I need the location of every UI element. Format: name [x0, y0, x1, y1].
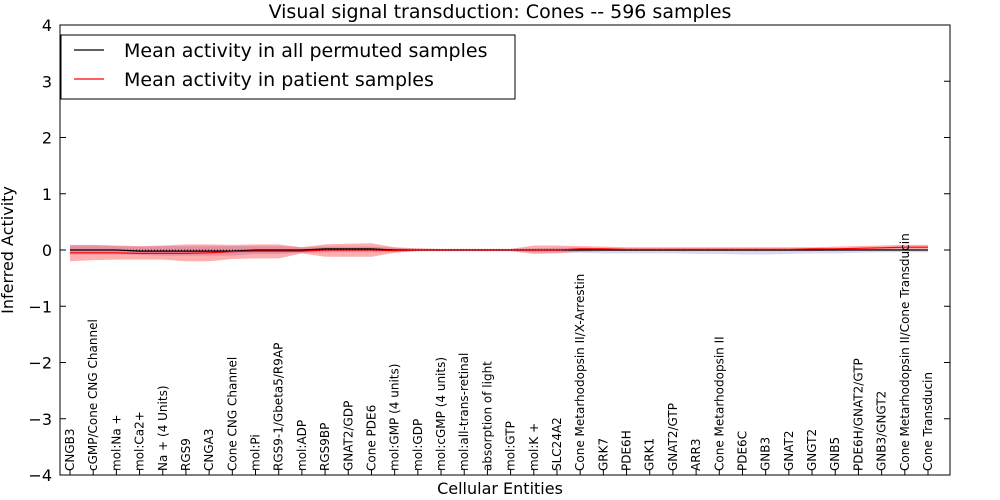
x-tick-label: mol:Na +	[109, 414, 123, 471]
legend-label-permuted: Mean activity in all permuted samples	[124, 40, 487, 62]
x-tick-label: GNAT2	[782, 430, 796, 471]
x-tick-label: GRK1	[643, 438, 657, 471]
chart-title: Visual signal transduction: Cones -- 596…	[269, 1, 732, 23]
x-tick-label: Cone Transducin	[921, 372, 935, 471]
x-tick-label: GNAT2/GDP	[341, 401, 355, 471]
x-tick-label: Cone PDE6	[365, 405, 379, 471]
y-tick-label: 0	[42, 241, 52, 260]
x-tick-label: ARR3	[689, 438, 703, 471]
x-tick-label: Cone Metarhodopsin II/Cone Transducin	[898, 233, 912, 471]
y-tick-label: −3	[28, 410, 52, 429]
legend-box	[60, 34, 516, 100]
y-tick-label: 2	[42, 129, 52, 148]
x-tick-label: GNB3	[759, 437, 773, 471]
x-tick-label: RGS9BP	[318, 423, 332, 471]
y-axis-label: Inferred Activity	[0, 186, 17, 314]
x-axis-label: Cellular Entities	[437, 479, 563, 498]
x-tick-label: Na + (4 Units)	[156, 385, 170, 471]
band-patient	[70, 243, 928, 262]
x-tick-label: Cone CNG Channel	[225, 357, 239, 471]
x-tick-label: mol:GMP (4 units)	[388, 364, 402, 471]
x-axis: CNGB3 cGMP/Cone CNG Channel mol:Na + mol:Ca…	[63, 233, 935, 475]
x-tick-label: mol:K +	[527, 423, 541, 471]
x-tick-label: mol:cGMP (4 units)	[434, 357, 448, 471]
x-tick-label: RGS9-1/Gbeta5/R9AP	[272, 343, 286, 471]
legend-label-patient: Mean activity in patient samples	[124, 69, 434, 91]
x-tick-label: CNGA3	[202, 429, 216, 472]
x-tick-label: RGS9	[179, 438, 193, 471]
legend: Mean activity in all permuted samples Me…	[60, 34, 516, 100]
x-tick-label: PDE6H	[620, 430, 634, 471]
y-tick-label: −1	[28, 297, 52, 316]
x-tick-label: GRK7	[596, 438, 610, 471]
x-tick-label: PDE6H/GNAT2/GTP	[851, 358, 865, 471]
x-tick-label: mol:Ca2+	[133, 411, 147, 471]
x-tick-label: Cone Metarhodopsin II/X-Arrestin	[573, 274, 587, 471]
x-tick-label: CNGB3	[63, 428, 77, 471]
x-tick-label: mol:GTP	[504, 421, 518, 471]
x-tick-label: mol:GDP	[411, 419, 425, 471]
x-tick-label: mol:all-trans-retinal	[457, 353, 471, 471]
y-tick-label: 3	[42, 72, 52, 91]
y-tick-label: −2	[28, 354, 52, 373]
x-tick-label: GNGT2	[805, 429, 819, 471]
x-tick-label: GNB5	[828, 437, 842, 471]
x-tick-label: GNB3/GNGT2	[875, 391, 889, 471]
y-tick-label: 1	[42, 185, 52, 204]
x-tick-label: SLC24A2	[550, 417, 564, 471]
x-tick-label: mol:ADP	[295, 420, 309, 471]
x-tick-label: mol:Pi	[249, 434, 263, 471]
x-tick-label: cGMP/Cone CNG Channel	[86, 319, 100, 471]
y-tick-label: −4	[28, 466, 52, 485]
x-tick-label: Cone Metarhodopsin II	[712, 336, 726, 471]
x-tick-label: absorption of light	[480, 361, 494, 471]
x-tick-label: PDE6C	[736, 431, 750, 471]
y-tick-label: 4	[42, 16, 52, 35]
x-tick-label: GNAT2/GTP	[666, 403, 680, 471]
